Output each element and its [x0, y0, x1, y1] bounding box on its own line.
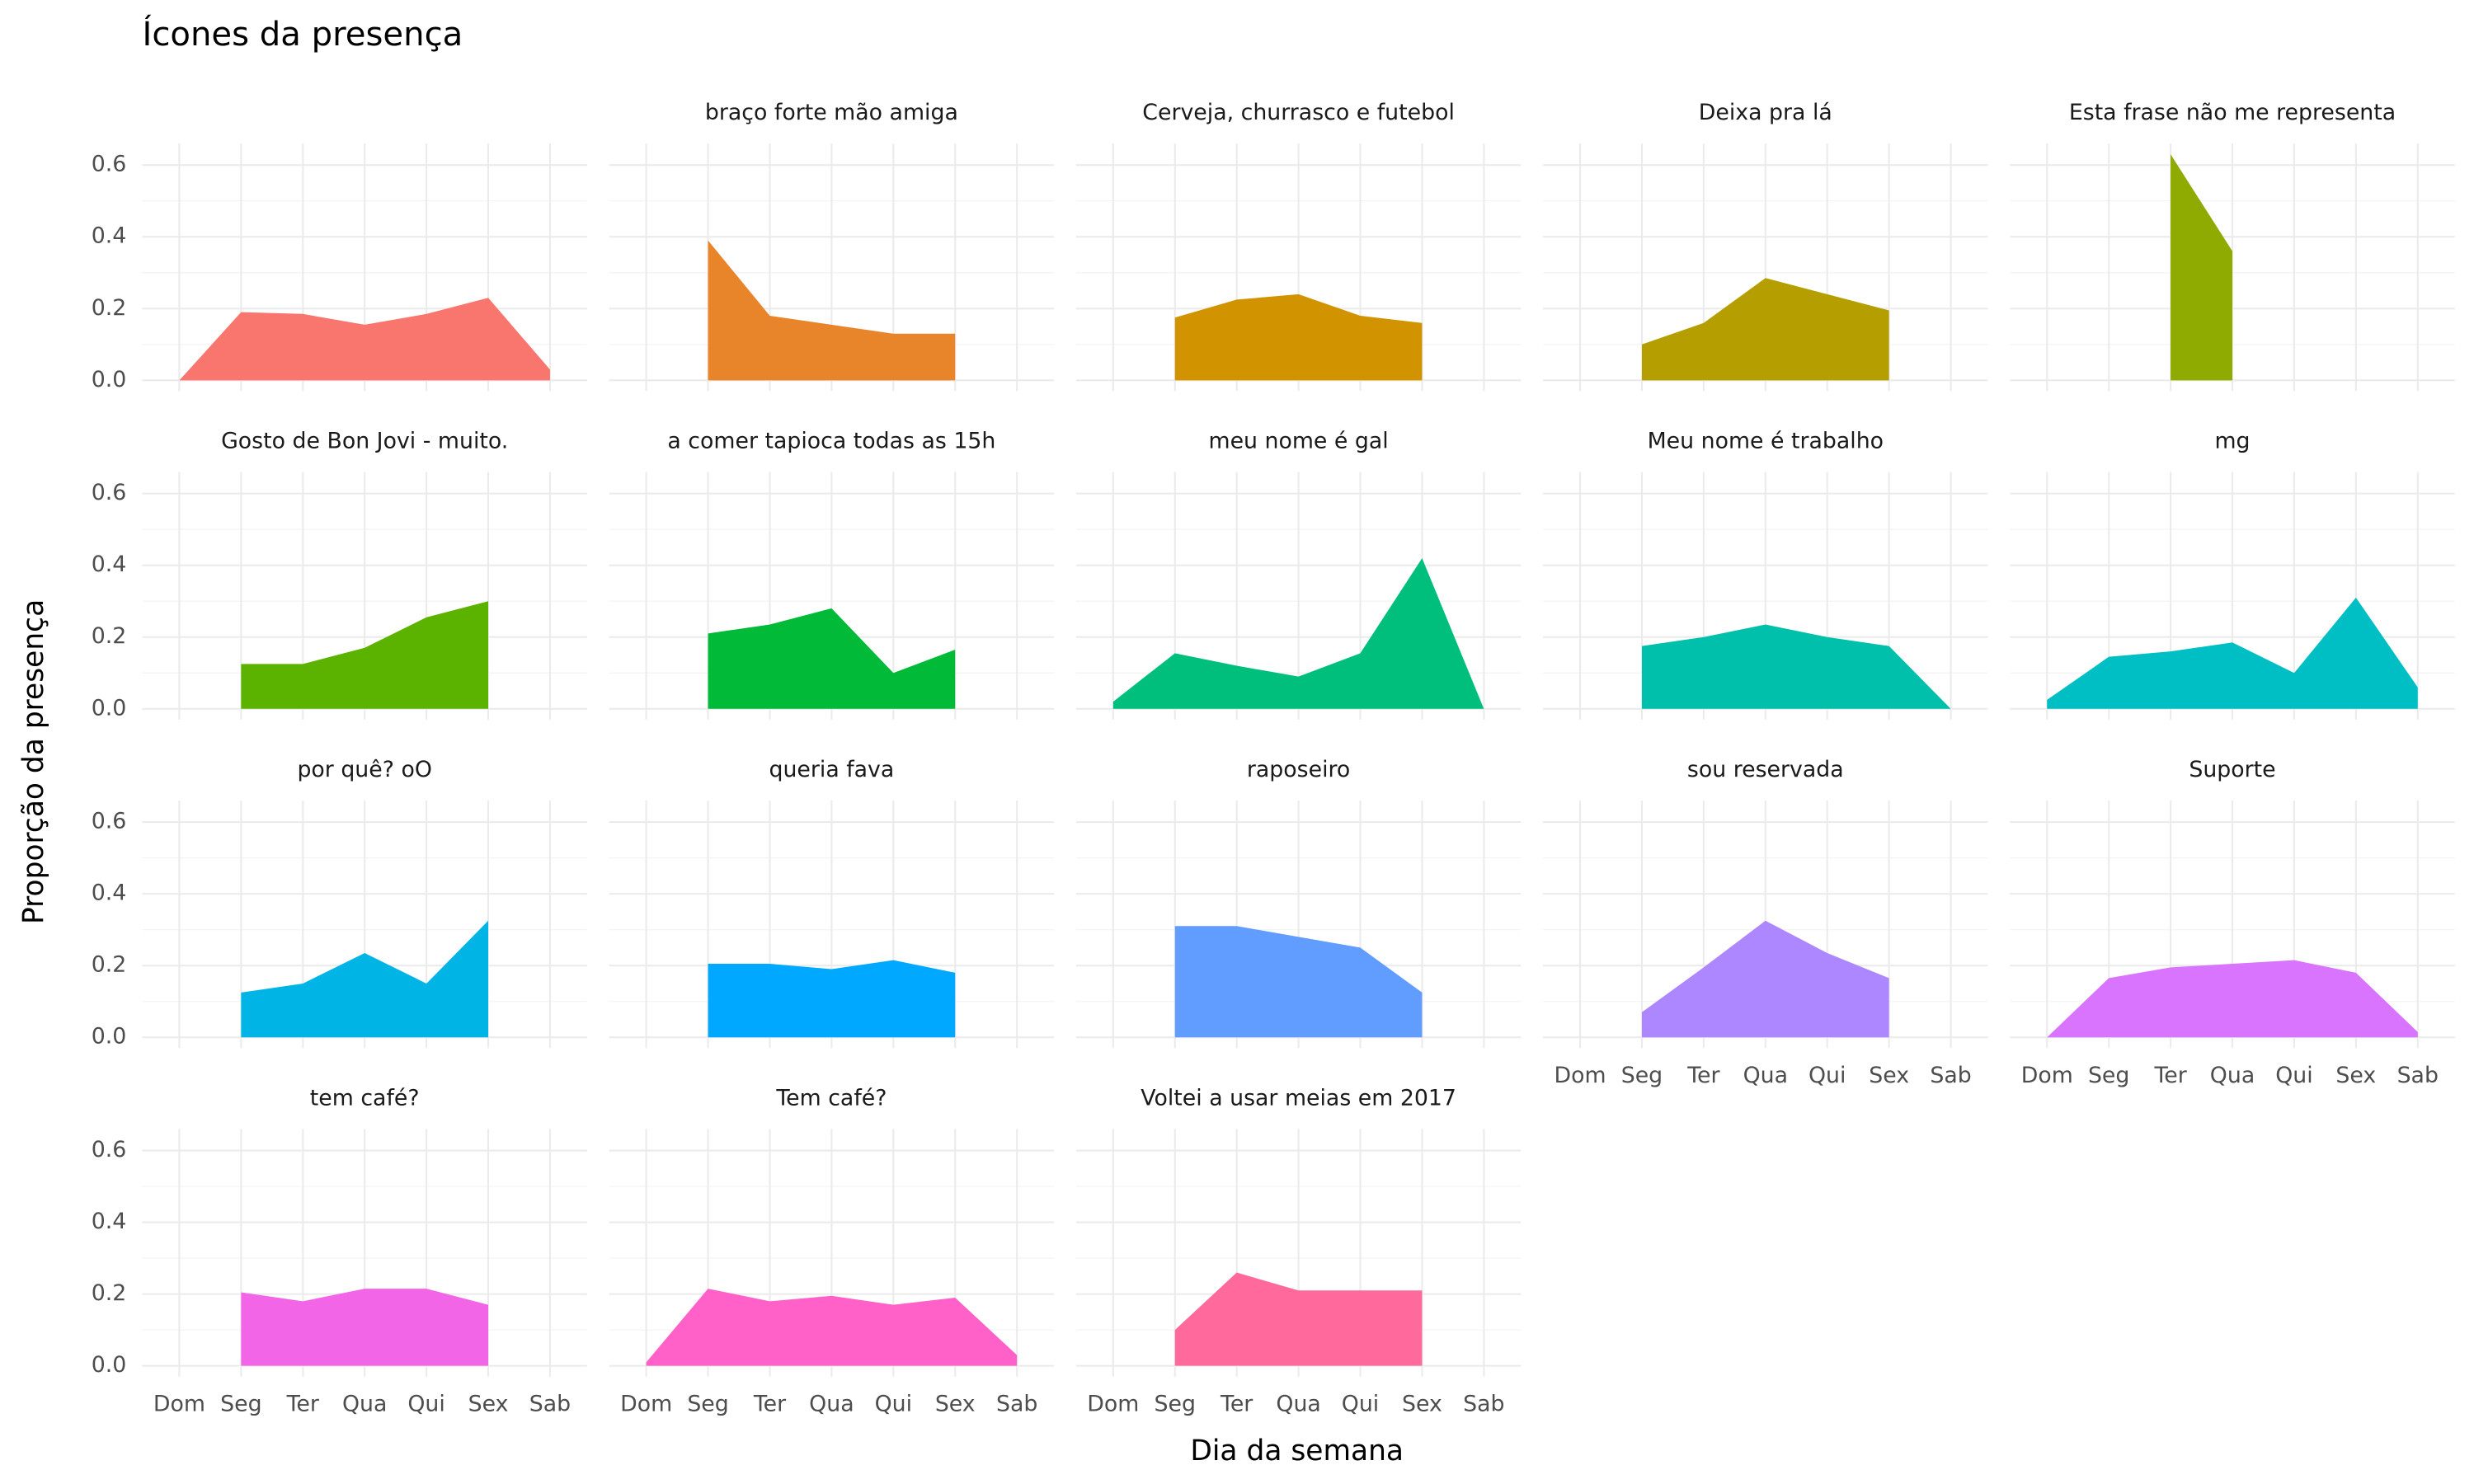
x-tick-label: Seg [220, 1392, 261, 1417]
facet-label: tem café? [310, 1086, 420, 1111]
y-tick-label: 0.6 [92, 1137, 127, 1162]
area [1641, 278, 1889, 381]
x-tick-label: Dom [2021, 1063, 2073, 1088]
x-tick-label: Sab [529, 1392, 571, 1417]
y-axis-title: Proporção da presença [17, 599, 50, 924]
area [1174, 1272, 1423, 1366]
y-tick-label: 0.0 [92, 1024, 127, 1050]
x-tick-label: Seg [1621, 1063, 1663, 1088]
x-tick-label: Sex [468, 1392, 509, 1417]
x-tick-label: Ter [1686, 1063, 1719, 1088]
area [1641, 920, 1889, 1038]
facet-label: meu nome é gal [1208, 429, 1388, 454]
facet-label: Voltei a usar meias em 2017 [1141, 1086, 1456, 1111]
area [708, 960, 956, 1038]
facet-label: Cerveja, churrasco e futebol [1142, 100, 1455, 125]
area [1174, 926, 1423, 1038]
x-tick-label: Qui [875, 1392, 912, 1417]
facet-label: queria fava [769, 757, 894, 782]
x-tick-label: Qua [809, 1392, 854, 1417]
x-tick-label: Ter [1220, 1392, 1253, 1417]
area [2171, 154, 2233, 381]
x-tick-label: Qua [1743, 1063, 1788, 1088]
area [1112, 557, 1484, 709]
facet-label: Tem café? [775, 1086, 887, 1111]
x-tick-label: Sex [935, 1392, 976, 1417]
x-tick-label: Ter [2153, 1063, 2186, 1088]
y-tick-label: 0.6 [92, 809, 127, 834]
x-tick-label: Ter [753, 1392, 786, 1417]
facet-label: mg [2214, 429, 2250, 454]
area [708, 240, 956, 381]
facet-label: Gosto de Bon Jovi - muito. [221, 429, 508, 454]
x-tick-label: Seg [687, 1392, 728, 1417]
y-tick-label: 0.2 [92, 952, 127, 978]
y-tick-label: 0.4 [92, 881, 127, 906]
x-tick-label: Qua [342, 1392, 387, 1417]
facet-label: a comer tapioca todas as 15h [667, 429, 995, 454]
x-tick-label: Sex [1869, 1063, 1909, 1088]
area [241, 920, 489, 1038]
x-tick-label: Sab [2397, 1063, 2439, 1088]
y-tick-label: 0.4 [92, 1209, 127, 1234]
facet-label: sou reservada [1687, 757, 1844, 782]
y-tick-label: 0.2 [92, 623, 127, 649]
y-tick-label: 0.4 [92, 552, 127, 577]
area [708, 608, 956, 709]
x-tick-label: Sex [2335, 1063, 2376, 1088]
x-tick-label: Qui [407, 1392, 444, 1417]
area [241, 1289, 489, 1366]
area [646, 1289, 1018, 1366]
x-tick-label: Qua [2210, 1063, 2255, 1088]
x-tick-label: Sab [996, 1392, 1037, 1417]
x-tick-label: Qua [1276, 1392, 1320, 1417]
x-tick-label: Sex [1402, 1392, 1442, 1417]
y-tick-label: 0.6 [92, 152, 127, 177]
area [1174, 294, 1423, 381]
x-tick-label: Qui [1342, 1392, 1379, 1417]
x-tick-label: Qui [1808, 1063, 1846, 1088]
facet-label: Esta frase não me representa [2069, 100, 2396, 125]
area [1641, 624, 1951, 709]
facet-label: por quê? oO [297, 757, 431, 782]
y-tick-label: 0.0 [92, 695, 127, 721]
area [2047, 960, 2418, 1038]
facet-label: Meu nome é trabalho [1648, 429, 1884, 454]
y-tick-label: 0.4 [92, 223, 127, 249]
x-tick-label: Sab [1930, 1063, 1971, 1088]
x-tick-label: Sab [1463, 1392, 1504, 1417]
x-tick-label: Dom [620, 1392, 672, 1417]
facet-label: raposeiro [1247, 757, 1350, 782]
x-tick-label: Dom [153, 1392, 205, 1417]
chart-title: Ícones da presença [142, 14, 463, 54]
x-tick-label: Qui [2275, 1063, 2312, 1088]
x-tick-label: Dom [1087, 1392, 1139, 1417]
facet-label: Deixa pra lá [1699, 100, 1832, 125]
x-tick-label: Seg [2088, 1063, 2129, 1088]
area [241, 601, 489, 709]
x-tick-label: Seg [1155, 1392, 1196, 1417]
x-tick-label: Dom [1554, 1063, 1606, 1088]
y-tick-label: 0.0 [92, 367, 127, 392]
y-tick-label: 0.6 [92, 480, 127, 505]
area [2047, 597, 2418, 709]
x-axis-title: Dia da semana [1190, 1435, 1404, 1468]
area [179, 298, 550, 381]
facet-label: braço forte mão amiga [705, 100, 958, 125]
facet-label: Suporte [2189, 757, 2275, 782]
y-tick-label: 0.2 [92, 1280, 127, 1306]
x-tick-label: Ter [286, 1392, 319, 1417]
y-tick-label: 0.2 [92, 295, 127, 321]
y-tick-label: 0.0 [92, 1352, 127, 1378]
